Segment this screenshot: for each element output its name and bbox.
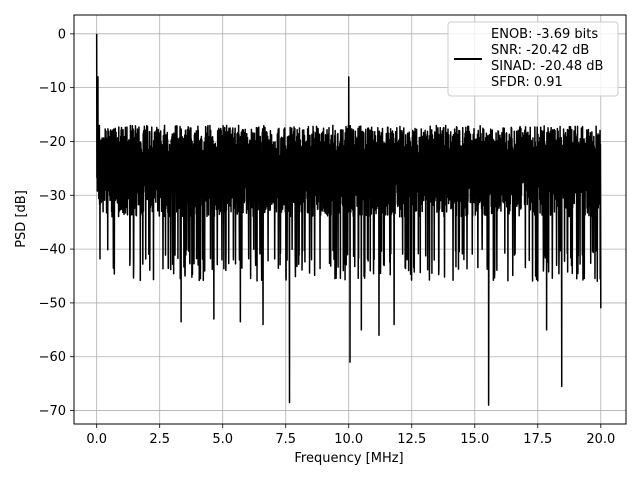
y-axis-ticks: 0 −10 −20 −30 −40 −50 −60 −70: [39, 27, 74, 419]
legend-box: [447, 21, 619, 97]
legend-entry-sfdr: SFDR: 0.91: [491, 75, 563, 90]
legend: ENOB: -3.69 bits SNR: -20.42 dB SINAD: -…: [447, 21, 619, 97]
x-axis-label: Frequency [MHz]: [294, 451, 403, 466]
x-tick-label: 5.0: [212, 432, 233, 447]
legend-entry-sinad: SINAD: -20.48 dB: [491, 59, 603, 74]
y-tick-label: −10: [39, 81, 66, 96]
x-tick-label: 17.5: [523, 432, 552, 447]
x-tick-label: 2.5: [149, 432, 170, 447]
y-tick-label: −20: [39, 135, 66, 150]
x-axis-ticks: 0.0 2.5 5.0 7.5 10.0 12.5 15.0 17.5 20.0: [86, 424, 615, 447]
legend-entry-snr: SNR: -20.42 dB: [491, 43, 589, 58]
x-tick-label: 20.0: [586, 432, 615, 447]
x-tick-label: 12.5: [397, 432, 426, 447]
plot-area: [95, 33, 602, 406]
legend-entry-enob: ENOB: -3.69 bits: [491, 27, 598, 42]
x-tick-label: 10.0: [334, 432, 363, 447]
y-tick-label: −40: [39, 243, 66, 258]
x-tick-label: 7.5: [275, 432, 296, 447]
psd-series-line: [95, 33, 602, 406]
axes-frame: [73, 14, 627, 425]
y-tick-label: −30: [39, 189, 66, 204]
y-tick-label: 0: [58, 27, 66, 42]
y-tick-label: −50: [39, 296, 66, 311]
y-tick-label: −60: [39, 350, 66, 365]
x-tick-label: 0.0: [86, 432, 107, 447]
y-axis-label: PSD [dB]: [14, 190, 29, 248]
x-tick-label: 15.0: [460, 432, 489, 447]
y-tick-label: −70: [39, 404, 66, 419]
